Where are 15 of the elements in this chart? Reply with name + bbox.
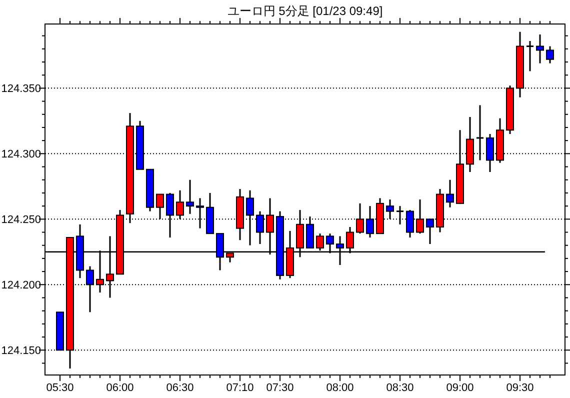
chart-title: ユーロ円 5分足 [01/23 09:49]: [227, 4, 383, 18]
y-tick-label: 124.250: [1, 214, 41, 226]
x-tick-label: 09:30: [506, 382, 534, 394]
y-tick-label: 124.300: [1, 148, 41, 161]
y-tick-label: 124.150: [1, 345, 41, 358]
x-tick-label: 07:30: [266, 382, 294, 394]
x-tick-label: 06:00: [106, 382, 134, 394]
x-tick-label: 08:00: [326, 382, 354, 394]
y-tick-label: 124.350: [1, 83, 41, 96]
x-tick-label: 06:30: [166, 382, 194, 394]
x-tick-label: 05:30: [46, 382, 74, 394]
x-tick-label: 09:00: [446, 382, 474, 394]
x-tick-label: 08:30: [386, 382, 414, 394]
x-tick-label: 07:10: [226, 382, 254, 394]
y-tick-label: 124.200: [1, 280, 41, 292]
